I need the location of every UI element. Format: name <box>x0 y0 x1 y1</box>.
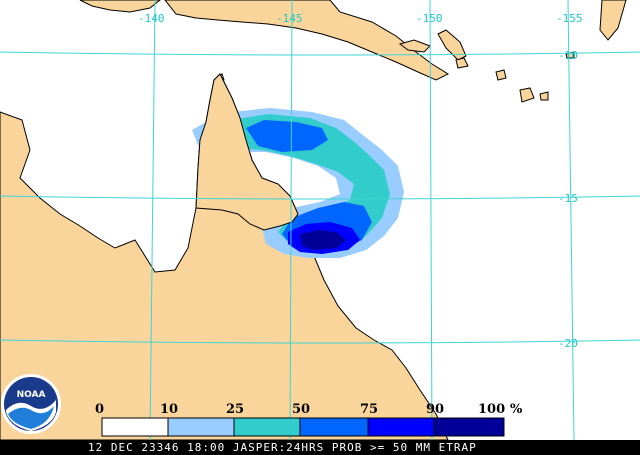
lat-label-15: -15 <box>558 192 578 205</box>
parallel-10 <box>0 51 640 56</box>
lon-label-155: -155 <box>556 12 583 25</box>
island-small-2 <box>455 57 469 69</box>
meridian-150 <box>429 0 433 441</box>
legend-swatch-0-10 <box>101 417 169 437</box>
legend-swatch-25-50 <box>233 417 301 437</box>
new-guinea-west <box>79 0 161 13</box>
island-bougainville <box>437 29 467 61</box>
legend-label-25: 25 <box>226 402 244 417</box>
parallel-20 <box>0 339 640 344</box>
meridian-140 <box>149 0 156 441</box>
lat-label-20: -20 <box>558 337 578 350</box>
lon-label-150: -150 <box>416 12 443 25</box>
legend-swatch-10-25 <box>167 417 235 437</box>
legend-label-50: 50 <box>292 402 310 417</box>
island-new-britain <box>398 39 431 53</box>
meridian-155 <box>567 0 575 441</box>
legend-label-90: 90 <box>426 402 444 417</box>
legend-label-75: 75 <box>360 402 378 417</box>
legend-swatch-75-90 <box>367 417 435 437</box>
prob-50-75-region-north <box>246 120 328 152</box>
legend-label-100: 100 <box>478 402 505 417</box>
lon-label-145: -145 <box>276 12 303 25</box>
new-guinea-landmass <box>164 0 450 81</box>
cape-york-overlay <box>195 73 299 231</box>
legend-swatch-50-75 <box>299 417 369 437</box>
lat-label-10: -10 <box>558 49 578 62</box>
legend-label-0: 0 <box>95 402 104 417</box>
meridian-145 <box>289 0 293 441</box>
island-new-ireland <box>599 0 627 41</box>
legend-colorbar <box>101 417 505 437</box>
island-small-5 <box>539 91 549 101</box>
footer-bar: 12 DEC 23346 18:00 JASPER:24HRS PROB >= … <box>0 440 640 455</box>
parallel-15 <box>0 195 640 200</box>
noaa-logo: NOAA <box>1 374 61 434</box>
island-small-4 <box>519 87 535 103</box>
noaa-logo-text: NOAA <box>17 390 46 400</box>
legend-swatch-90-100 <box>433 417 505 437</box>
footer-caption: 12 DEC 23346 18:00 JASPER:24HRS PROB >= … <box>88 441 477 454</box>
island-small-3 <box>495 69 507 81</box>
legend-label-10: 10 <box>160 402 178 417</box>
prob-90-100-region <box>300 230 346 250</box>
legend-label-percent: % <box>510 402 523 417</box>
lon-label-140: -140 <box>138 12 165 25</box>
